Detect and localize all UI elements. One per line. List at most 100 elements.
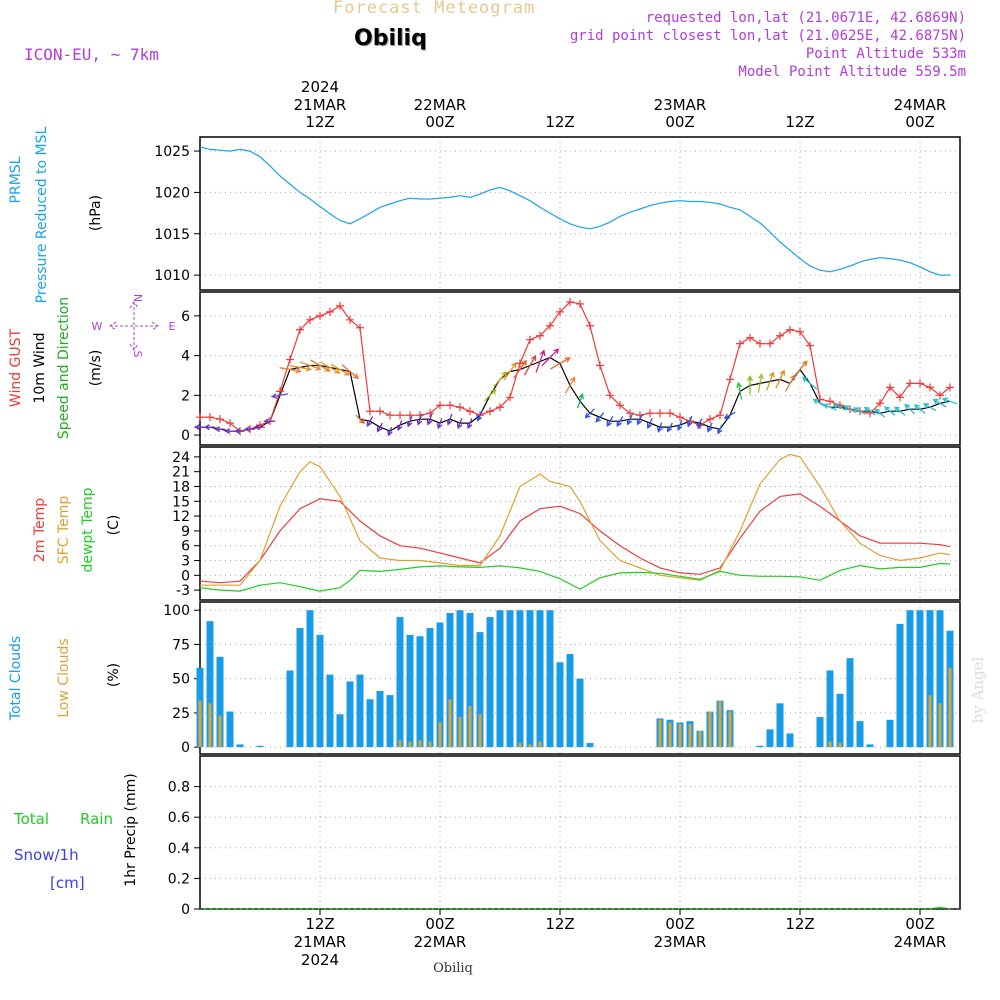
low-clouds-bar [938, 703, 942, 748]
credit-watermark: by Angel [969, 656, 987, 723]
gust-point [396, 411, 404, 420]
gust-point [746, 333, 754, 342]
gust-point [946, 383, 954, 392]
wind-direction-arrow [456, 418, 463, 430]
wind-direction-arrow [822, 403, 837, 411]
low-clouds-bar [948, 667, 952, 748]
gust-point [516, 359, 524, 368]
total-clouds-bar [546, 610, 554, 748]
wind-direction-arrow [214, 426, 225, 433]
low-clouds-bar [428, 741, 432, 748]
gust-point [366, 407, 374, 416]
footer-station: Obiliq [433, 961, 473, 976]
rain-legend-total: Total [13, 810, 49, 828]
gust-point [726, 375, 734, 384]
total-clouds-bar [336, 714, 344, 748]
wind-direction-arrow [747, 375, 753, 395]
precip-y-tick-label: 0.2 [168, 871, 190, 887]
gridpoint-coords: grid point closest lon,lat (21.0625E, 42… [569, 28, 966, 44]
wind-gust-line [200, 301, 951, 432]
total-clouds-bar [446, 612, 454, 748]
bottom-hour-label: 12Z [305, 915, 334, 933]
total-clouds-bar [356, 674, 364, 748]
total-clouds-bar [306, 610, 314, 748]
temperature-y-tick-label: 24 [172, 450, 190, 466]
gust-point [486, 407, 494, 416]
wind-direction-arrow [606, 416, 614, 427]
gust-point [796, 327, 804, 336]
compass-west: W [92, 320, 103, 333]
gust-point [546, 321, 554, 330]
top-date-label: 22MAR [414, 96, 467, 114]
total-clouds-bar [516, 610, 524, 748]
wind-direction-arrow [376, 422, 383, 433]
wind-direction-arrow [775, 369, 786, 389]
gust-point [296, 325, 304, 334]
gust-point [576, 299, 584, 308]
bottom-hour-label: 12Z [545, 915, 574, 933]
wind-direction-arrow [483, 388, 497, 402]
total-clouds-bar [346, 681, 354, 748]
gust-point [826, 397, 834, 406]
point-altitude: Point Altitude 533m [805, 46, 966, 62]
temperature-y-tick-label: 21 [172, 465, 190, 481]
requested-coords: requested lon,lat (21.0671E, 42.6869N) [645, 10, 966, 26]
wind-direction-arrow [299, 361, 322, 371]
total-clouds-label: Total Clouds [8, 636, 24, 721]
wind-direction-arrow [636, 413, 643, 426]
wind-speed-line [200, 356, 951, 432]
low-clouds-bar [518, 743, 522, 748]
wind-direction-arrow [503, 361, 517, 381]
precip-y-tick-label: 0 [181, 902, 190, 918]
low-clouds-bar [678, 723, 682, 748]
gust-point [306, 315, 314, 324]
clouds-y-tick-label: 100 [163, 603, 190, 619]
wind-direction-arrow [656, 422, 663, 433]
gust-point [806, 341, 814, 350]
wind-speed-direction-label: Speed and Direction [56, 297, 72, 439]
wind-direction-arrow [784, 374, 796, 392]
wind-direction-arrow [894, 406, 906, 416]
wind-direction-arrow [476, 409, 484, 422]
temperature-y-tick-label: 15 [172, 494, 190, 510]
temp-2m-label: 2m Temp [32, 498, 48, 562]
precip-y-tick-label: 0.8 [168, 780, 190, 796]
wind-direction-arrow [932, 399, 947, 408]
gust-point [616, 401, 624, 410]
gust-point [646, 409, 654, 418]
gust-point [386, 411, 394, 420]
low-clouds-bar [448, 699, 452, 748]
low-clouds-bar [688, 723, 692, 748]
wind-direction-arrow [466, 418, 473, 430]
total-clouds-bar [786, 733, 794, 748]
pressure-label-prmsl: PRMSL [8, 156, 24, 203]
temperature-y-tick-label: 6 [181, 539, 190, 555]
wind-direction-arrow [355, 414, 365, 425]
low-clouds-bar [458, 717, 462, 748]
total-clouds-bar [286, 670, 294, 748]
total-clouds-bar [936, 610, 944, 748]
wind-direction-arrow [320, 361, 341, 374]
total-clouds-bar [816, 717, 824, 748]
gust-point [566, 297, 574, 306]
total-clouds-bar [376, 691, 384, 748]
wind-direction-arrow [646, 418, 653, 430]
total-clouds-bar [296, 628, 304, 748]
wind-direction-arrow [757, 372, 764, 393]
temperature-y-tick-label: 9 [181, 524, 190, 540]
rain-line [200, 906, 951, 910]
temperature-panel-frame [199, 446, 961, 601]
sfc-temp-label: SFC Temp [56, 496, 72, 565]
low-clouds-bar [478, 714, 482, 748]
low-clouds-bar [838, 743, 842, 748]
wind-direction-arrow [832, 403, 847, 411]
bottom-date-label: 23MAR [654, 933, 707, 951]
low-clouds-bar [438, 722, 442, 748]
total-clouds-bar [776, 703, 784, 748]
total-clouds-bar [456, 610, 464, 748]
wind-direction-arrow [696, 418, 703, 430]
total-clouds-bar [466, 612, 474, 748]
bottom-date-label: 22MAR [414, 933, 467, 951]
pressure-line [199, 146, 950, 276]
